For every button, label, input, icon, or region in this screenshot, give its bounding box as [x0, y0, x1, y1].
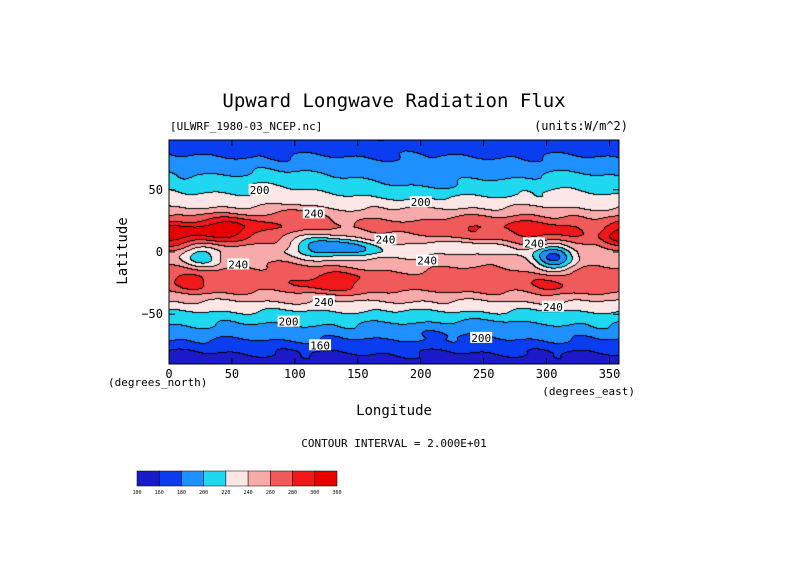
colorbar-swatch: [292, 470, 316, 487]
colorbar-swatch: [314, 470, 338, 487]
colorbar-label: 160: [155, 490, 164, 496]
x-tick-label: 150: [347, 367, 369, 381]
y-tick-label: 50: [149, 183, 163, 197]
contour-label: 200: [279, 316, 299, 329]
colorbar-label: 360: [332, 490, 341, 496]
x-axis-ticks: 0 50 100 150 200 250 300 350: [165, 140, 620, 381]
contour-label-bg: [374, 233, 397, 245]
colorbar-label: 240: [244, 490, 253, 496]
colorbar-label: 280: [288, 490, 297, 496]
x-unit-label: (degrees_east): [542, 385, 635, 398]
contour-label-bg: [309, 339, 332, 351]
contour-label-bg: [541, 300, 564, 312]
contour-label-bg: [302, 207, 325, 219]
x-tick-label: 0: [165, 367, 172, 381]
contour-interval: CONTOUR INTERVAL = 2.000E+01: [301, 437, 486, 450]
colorbar: 100 160 180 200 220 240 260 280 300 360: [132, 470, 342, 496]
units-label: (units:W/m^2): [534, 119, 628, 133]
contour-label-bg: [312, 295, 335, 307]
x-tick-label: 250: [473, 367, 495, 381]
y-tick-label: 0: [156, 245, 163, 259]
colorbar-swatch: [203, 470, 227, 487]
contour-label-bg: [277, 315, 300, 327]
colorbar-swatch: [158, 470, 182, 487]
contour-label-bg: [227, 258, 250, 270]
contour-labels: 200 240 200 240 240 240 240 240 240 200 200 160: [227, 183, 564, 352]
contour-label: 240: [376, 234, 396, 247]
chart-title: Upward Longwave Radiation Flux: [222, 90, 565, 112]
x-tick-label: 50: [225, 367, 239, 381]
y-unit-label: (degrees_north): [108, 376, 207, 389]
x-axis-title: Longitude: [356, 403, 432, 419]
colorbar-label: 100: [132, 490, 141, 496]
contour-label: 200: [471, 332, 491, 345]
contour-label: 240: [228, 258, 248, 271]
x-tick-label: 200: [410, 367, 432, 381]
contour-label: 160: [310, 339, 330, 352]
contour-label: 240: [417, 255, 437, 268]
heatmap-image: [169, 140, 619, 364]
contour-label: 240: [543, 301, 563, 314]
colorbar-label: 300: [310, 490, 319, 496]
dataset-filename: [ULWRF_1980-03_NCEP.nc]: [170, 120, 322, 133]
colorbar-label: 180: [177, 490, 186, 496]
contour-label: 240: [314, 296, 334, 309]
contour-label: 240: [304, 207, 324, 220]
colorbar-label: 220: [221, 490, 230, 496]
y-tick-label: −50: [141, 307, 163, 321]
colorbar-label: 200: [199, 490, 208, 496]
y-axis-title: Latitude: [115, 217, 131, 284]
colorbar-swatch: [247, 470, 271, 487]
contour-label: 200: [411, 196, 431, 209]
contour-label-bg: [470, 331, 493, 343]
heatmap-field: [169, 140, 619, 364]
y-axis-ticks: 50 0 −50: [141, 183, 619, 321]
contour-label: 200: [250, 184, 270, 197]
contour-label: 240: [524, 237, 544, 250]
colorbar-swatch: [181, 470, 204, 487]
contour-label-bg: [416, 254, 439, 266]
x-tick-label: 350: [599, 367, 621, 381]
x-tick-label: 100: [284, 367, 306, 381]
contour-label-bg: [409, 196, 432, 208]
colorbar-label: 260: [266, 490, 275, 496]
contour-label-bg: [523, 237, 546, 249]
colorbar-swatch: [225, 470, 249, 487]
contour-label-bg: [248, 183, 271, 195]
colorbar-swatch: [136, 470, 160, 487]
x-tick-label: 300: [536, 367, 558, 381]
colorbar-swatch: [270, 470, 293, 487]
